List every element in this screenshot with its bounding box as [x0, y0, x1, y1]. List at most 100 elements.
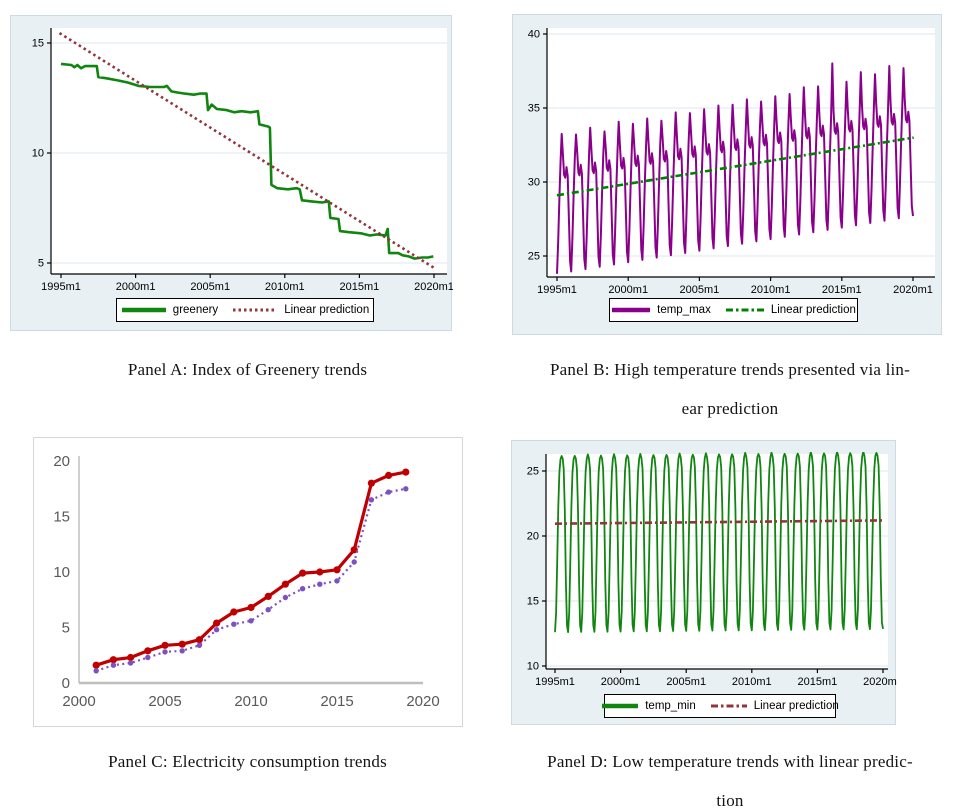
x-tick-label: 2015: [320, 693, 353, 710]
y-tick-label: 15: [527, 596, 539, 608]
data-point: [145, 654, 151, 661]
legend-item: Linear prediction: [232, 304, 369, 316]
panel-a-plot: 5 10 15 1995m1 2000m1 2005m1 2010m1 2015m1 2020m…: [32, 28, 453, 293]
x-tick-label: 2010: [234, 693, 267, 710]
x-tick-label: 2000m1: [116, 281, 156, 293]
y-tick-label: 20: [53, 453, 70, 470]
data-point: [178, 640, 186, 648]
x-tick-label: 2005m1: [190, 281, 230, 293]
y-tick-label: 15: [32, 38, 44, 50]
series-temp_max: [556, 62, 914, 274]
data-point: [179, 648, 185, 654]
data-point: [144, 647, 152, 655]
data-point: [334, 578, 340, 584]
data-point: [282, 594, 289, 601]
data-point: [213, 627, 220, 633]
x-tick-label: 2005m1: [666, 676, 706, 688]
legend-label: Linear prediction: [770, 304, 856, 316]
panel-a-chart: 5 10 15 1995m1 2000m1 2005m1 2010m1 2015m1 2020m…: [10, 15, 453, 331]
panel-d-plot: 10 15 20 25 1995m1 2000m1 2005m1 2010m1 2015m1 20…: [527, 452, 897, 688]
x-tick-label: 2020m1: [863, 676, 897, 688]
x-tick-label: 2000m1: [608, 284, 648, 296]
y-tick-label: 10: [53, 564, 70, 581]
panel-c-chart: 0 5 10 15 20 2000 2005 2010 2015 2020: [33, 437, 463, 727]
x-tick-label: 2005: [148, 693, 181, 710]
data-point: [385, 489, 392, 495]
panel-a-legend: greenery Linear prediction: [116, 298, 374, 322]
legend-swatch-solid: [612, 307, 651, 313]
data-point: [161, 641, 169, 649]
data-point: [316, 568, 324, 576]
legend-item: temp_min: [601, 700, 696, 712]
legend-label: greenery: [172, 304, 219, 316]
data-point: [162, 649, 168, 655]
x-tick-label: 2020: [406, 693, 439, 710]
data-point: [351, 559, 357, 565]
data-point: [281, 580, 289, 588]
legend-item: greenery: [121, 304, 218, 316]
legend-item: temp_max: [611, 304, 711, 316]
data-point: [230, 608, 238, 616]
x-tick-label: 2015m1: [340, 281, 380, 293]
data-point: [299, 569, 307, 577]
y-tick-label: 20: [527, 531, 539, 543]
x-tick-label: 2015m1: [798, 676, 838, 688]
y-tick-label: 25: [528, 251, 540, 263]
y-tick-label: 10: [527, 661, 539, 673]
legend-swatch-dashdot: [710, 704, 747, 708]
y-tick-label: 10: [32, 148, 44, 160]
data-point: [368, 497, 375, 503]
legend-swatch-solid: [121, 307, 166, 313]
data-point: [385, 471, 393, 479]
data-point: [367, 479, 375, 487]
x-tick-label: 2020m1: [893, 284, 933, 296]
data-point: [110, 662, 117, 668]
x-tick-label: 2005m1: [680, 284, 720, 296]
y-tick-label: 30: [528, 177, 540, 189]
y-tick-label: 35: [528, 103, 540, 115]
legend-label: temp_min: [645, 700, 696, 712]
x-tick-label: 2010m1: [751, 284, 791, 296]
x-tick-label: 2000: [62, 693, 95, 710]
legend-swatch-solid: [602, 703, 639, 709]
y-tick-label: 15: [53, 509, 70, 526]
caption-panel-b-line2: ear prediction: [681, 399, 779, 418]
legend-item: Linear prediction: [725, 304, 856, 316]
caption-panel-c: Panel C: Electricity consumption trends: [108, 752, 387, 771]
legend-label: temp_max: [657, 304, 711, 316]
data-point: [317, 581, 323, 587]
series-line-0: [95, 470, 407, 667]
legend-item: Linear prediction: [710, 700, 839, 712]
data-point: [127, 660, 134, 666]
legend-swatch-dashdot: [725, 308, 764, 312]
data-point: [127, 653, 135, 662]
data-point: [265, 607, 271, 613]
data-point: [333, 566, 341, 574]
caption-panel-d-line1: Panel D: Low temperature trends with lin…: [547, 752, 913, 771]
panel-c-plot: 0 5 10 15 20 2000 2005 2010 2015 2020: [53, 453, 439, 710]
y-tick-label: 25: [527, 466, 539, 478]
panel-b-plot: 25 30 35 40 1995m1 2000m1 2005m1 2010m1 2015m1 20…: [528, 28, 935, 296]
y-tick-label: 5: [38, 258, 44, 270]
caption-panel-a: Panel A: Index of Greenery trends: [127, 360, 368, 379]
panel-b-legend: temp_max Linear prediction: [609, 298, 858, 322]
legend-swatch-dotted: [233, 308, 278, 312]
legend-label: Linear prediction: [284, 304, 370, 316]
data-point: [247, 603, 255, 612]
data-point: [402, 468, 410, 476]
data-point: [109, 656, 117, 664]
series-temp_min: [554, 452, 884, 634]
x-tick-label: 1995m1: [535, 676, 575, 688]
y-tick-label: 40: [528, 29, 540, 41]
data-point: [196, 642, 203, 648]
series-Linear prediction: [554, 519, 884, 525]
panel-d-legend: temp_min Linear prediction: [601, 694, 839, 718]
x-tick-label: 2000m1: [601, 676, 641, 688]
x-tick-label: 2020m1: [414, 281, 453, 293]
data-point: [403, 486, 409, 492]
panel-b-chart: 25 30 35 40 1995m1 2000m1 2005m1 2010m1 2015m1 20…: [512, 14, 942, 335]
legend-label: Linear prediction: [753, 700, 839, 712]
y-tick-label: 0: [62, 675, 70, 692]
series-greenery: [60, 62, 434, 260]
